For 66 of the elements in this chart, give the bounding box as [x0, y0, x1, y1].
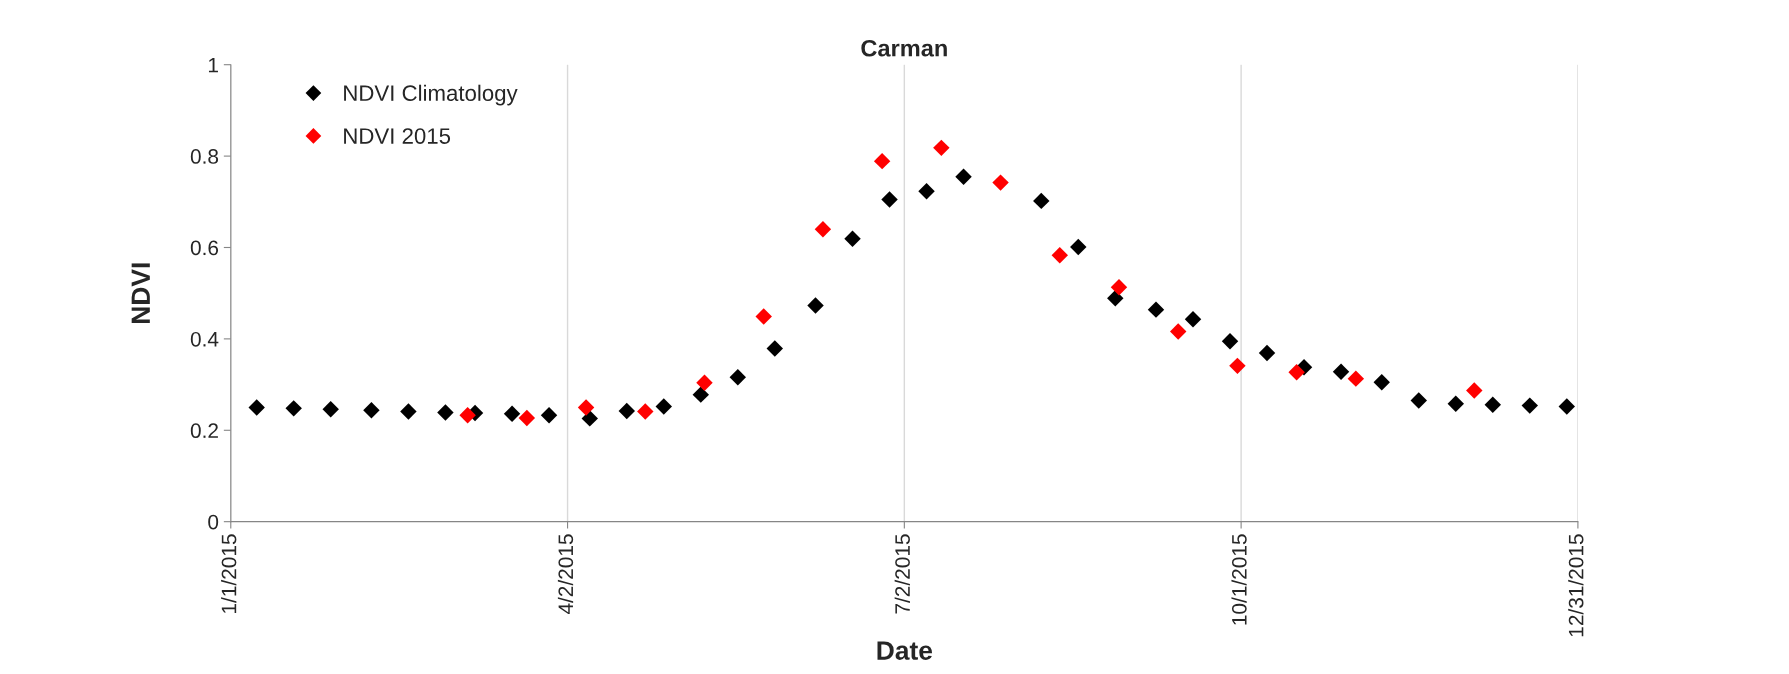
point: [1410, 392, 1427, 409]
y-tick-label: 1: [208, 57, 218, 73]
point: [437, 404, 454, 421]
y-tick-label: 0.4: [190, 331, 219, 347]
legend-label: NDVI 2015: [344, 128, 451, 144]
point: [1332, 363, 1350, 381]
point: [881, 191, 898, 208]
x-tick-label: 10/1/2015: [1231, 534, 1247, 625]
point: [692, 386, 710, 403]
point: [1521, 397, 1539, 414]
point: [577, 399, 595, 416]
point: [1466, 382, 1483, 399]
point: [1221, 332, 1239, 350]
point: [363, 401, 380, 419]
point: [1447, 395, 1464, 412]
point: [618, 402, 635, 420]
point: [1033, 192, 1050, 210]
point: [285, 400, 302, 417]
x-tick-label: 1/1/2015: [221, 534, 237, 613]
point: [1484, 396, 1501, 413]
point: [637, 403, 654, 420]
y-tick-label: 0.2: [190, 423, 218, 439]
point: [1169, 323, 1187, 340]
point: [1184, 311, 1202, 328]
x-tick-label: 4/2/2015: [557, 534, 574, 615]
point: [1558, 398, 1576, 415]
point: [1373, 374, 1390, 391]
point: [1107, 290, 1124, 307]
y-tick-label: 0: [208, 514, 219, 530]
point: [248, 399, 265, 416]
point: [1070, 238, 1087, 256]
point: [1347, 370, 1365, 387]
y-tick-label: 0.6: [190, 240, 219, 256]
point: [503, 405, 521, 423]
point: [1051, 247, 1068, 264]
x-tick-label: 12/31/2015: [1568, 534, 1584, 637]
point: [1110, 279, 1128, 296]
point: [1229, 357, 1246, 375]
point: [814, 221, 832, 238]
point: [873, 152, 891, 170]
y-axis-title: NDVI: [131, 263, 150, 323]
point: [955, 168, 972, 185]
point: [729, 369, 747, 386]
legend-label: NDVI Climatology: [344, 84, 518, 106]
point: [518, 409, 536, 427]
point: [807, 297, 824, 314]
point: [755, 308, 772, 325]
point: [581, 410, 598, 427]
point: [1258, 344, 1276, 362]
point: [322, 401, 339, 418]
point: [844, 230, 861, 248]
point: [459, 406, 476, 424]
x-axis-title: Date: [877, 641, 933, 660]
point: [933, 139, 950, 157]
point: [540, 406, 558, 424]
point: [400, 403, 417, 420]
point: [696, 374, 713, 391]
point: [1147, 301, 1165, 318]
point: [1288, 364, 1305, 381]
chart-title: Carman: [861, 39, 947, 57]
point: [655, 398, 672, 415]
point: [766, 340, 784, 357]
point: [918, 183, 935, 200]
point: [992, 174, 1009, 191]
x-tick-label: 7/2/2015: [894, 534, 910, 614]
y-tick-label: 0.8: [190, 149, 219, 164]
